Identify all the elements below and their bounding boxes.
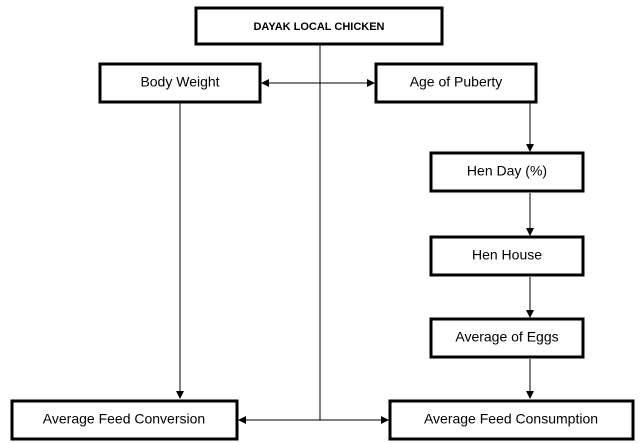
node-box <box>98 62 262 104</box>
node-box <box>194 6 444 46</box>
node-box <box>388 399 635 441</box>
node-box <box>429 235 585 277</box>
node-label: Average of Eggs <box>455 329 558 345</box>
node-box <box>374 62 538 104</box>
node-box <box>10 399 239 441</box>
node-label: Average Feed Conversion <box>43 411 205 427</box>
node-label: Body Weight <box>140 74 219 90</box>
node-box <box>429 317 585 359</box>
node-label: Average Feed Consumption <box>424 411 598 427</box>
node-label: Age of Puberty <box>410 74 503 90</box>
node-box <box>429 151 585 193</box>
node-label: Hen Day (%) <box>467 163 547 179</box>
node-label: Hen House <box>472 247 542 263</box>
node-label: DAYAK LOCAL CHICKEN <box>253 21 384 33</box>
